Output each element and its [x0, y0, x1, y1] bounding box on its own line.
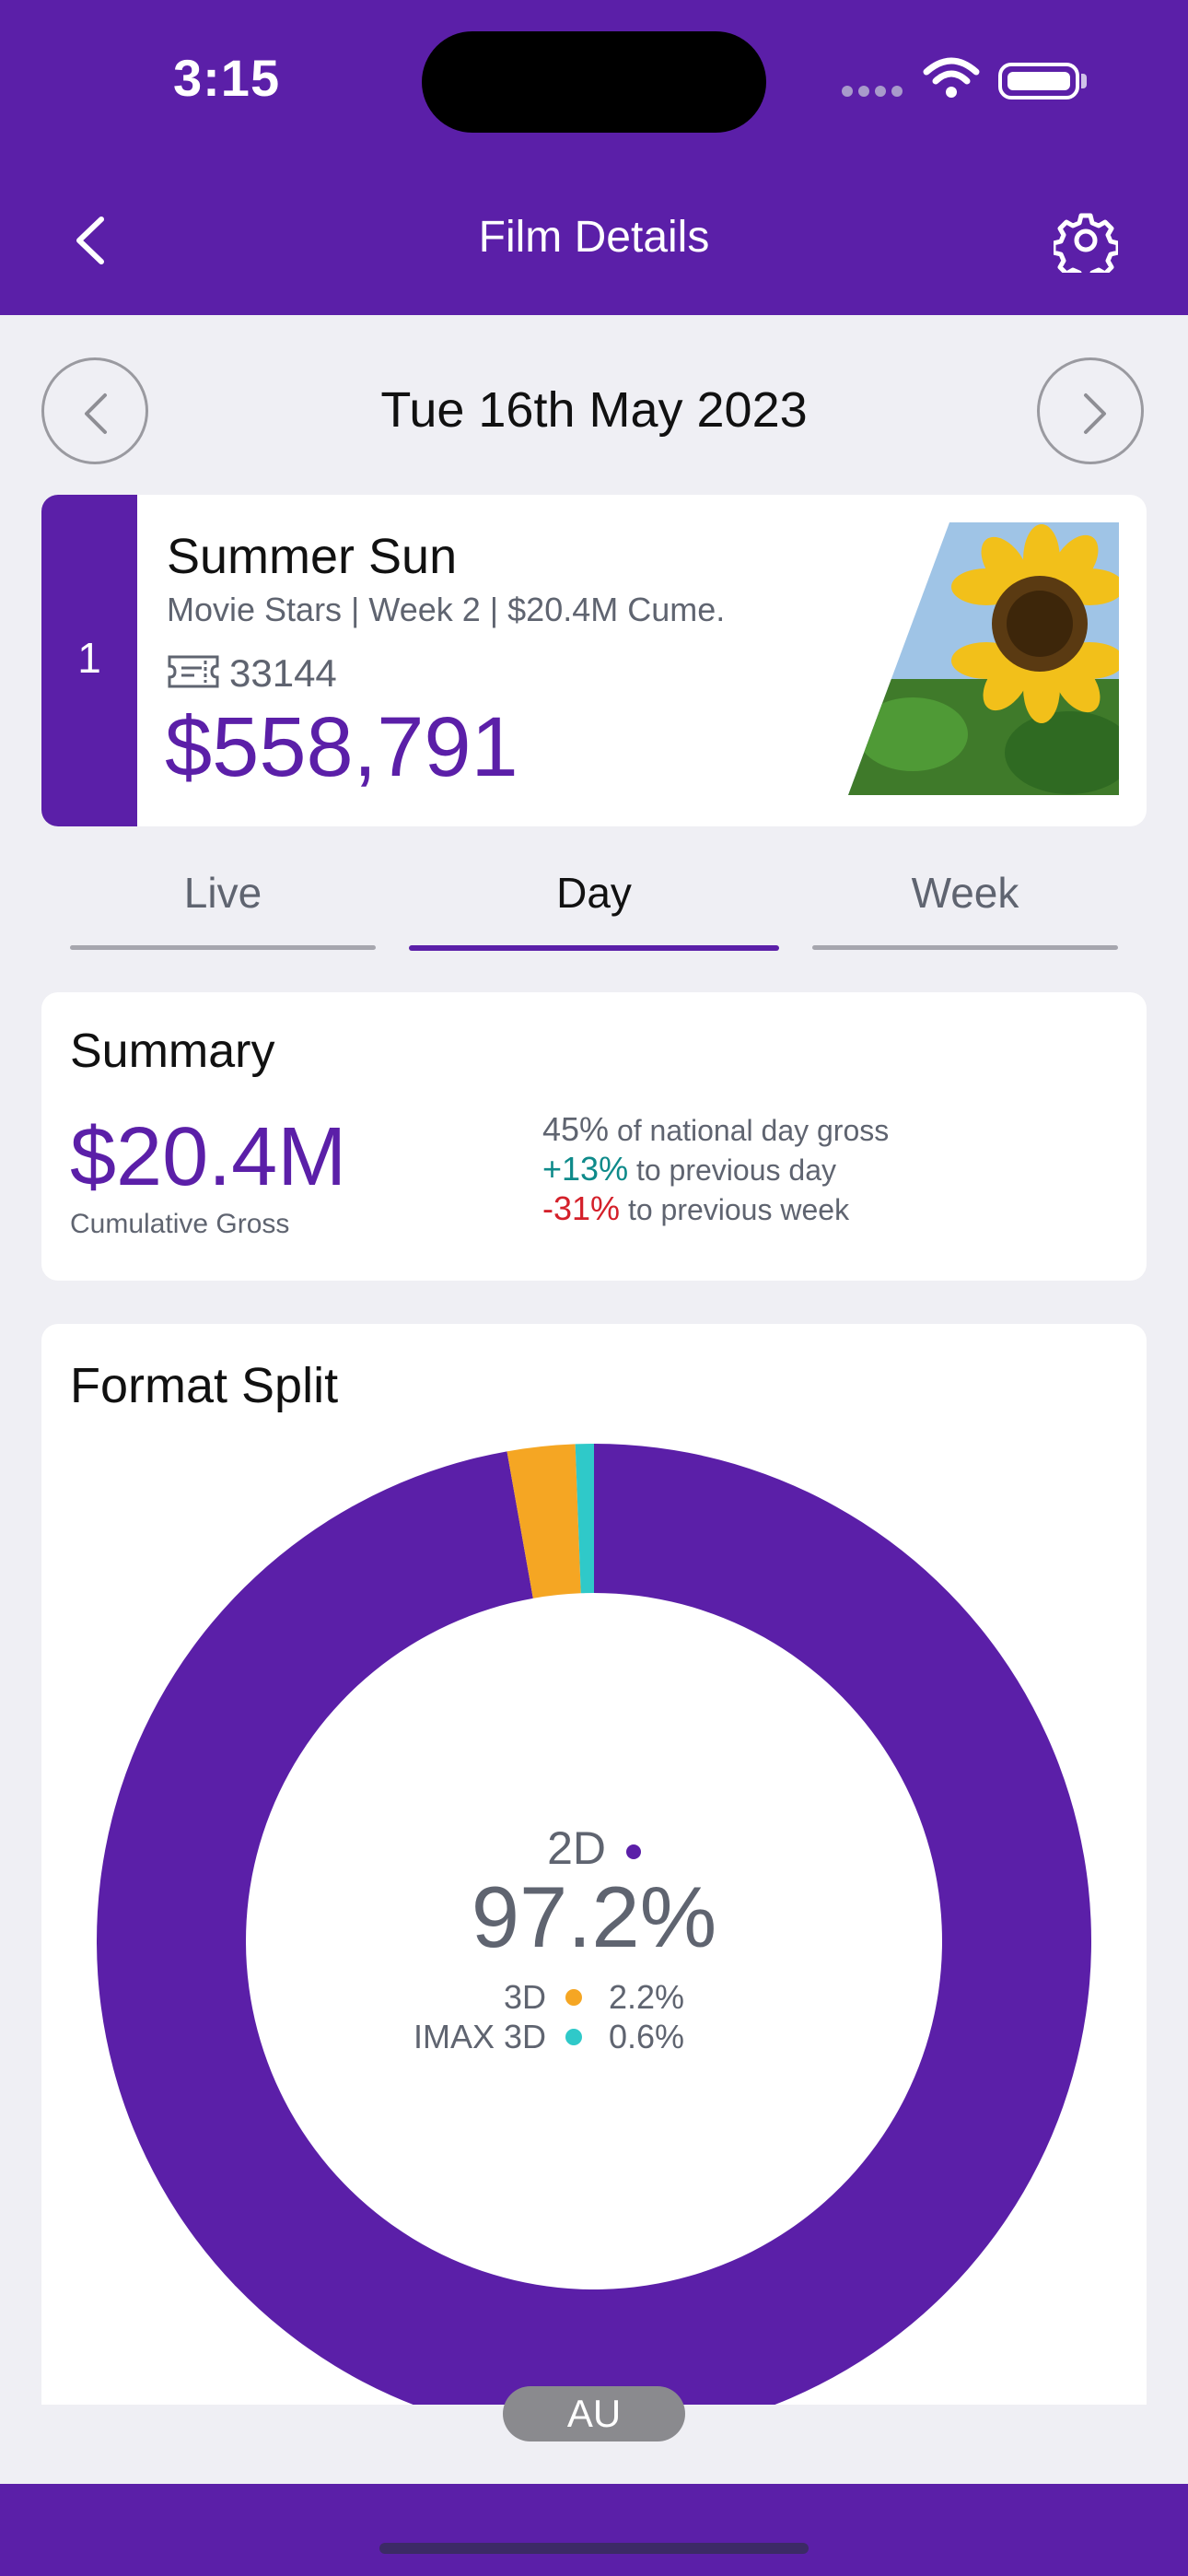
stat-value: +13%: [542, 1150, 629, 1188]
stat-national-share: 45% of national day gross: [542, 1110, 889, 1149]
legend-dot-3d: [565, 1989, 582, 2006]
donut-slice-3d[interactable]: [507, 1444, 581, 1598]
film-poster-image: [848, 522, 1119, 795]
selected-date: Tue 16th May 2023: [380, 382, 808, 438]
tab-live-indicator: [70, 945, 376, 950]
legend-dot-2d: [625, 1844, 641, 1859]
cumulative-gross-value: $20.4M: [70, 1111, 347, 1203]
legend-name: IMAX 3D: [413, 2018, 546, 2055]
legend-value: 2.2%: [609, 1978, 685, 2016]
chevron-left-icon: [76, 217, 104, 264]
film-card[interactable]: 1 Summer Sun Movie Stars | Week 2 | $20.…: [41, 495, 1147, 826]
tab-day[interactable]: Day: [556, 869, 632, 917]
stat-previous-week: -31% to previous week: [542, 1189, 849, 1228]
status-time: 3:15: [173, 49, 281, 107]
cumulative-gross-label: Cumulative Gross: [70, 1209, 290, 1239]
legend-value: 0.6%: [609, 2018, 685, 2055]
format-split-title: Format Split: [70, 1358, 339, 1413]
format-split-card: Format Split 2D 97.2% 3D 2.2% IMAX 3D 0.…: [41, 1324, 1147, 2405]
stat-text: of national day gross: [609, 1114, 890, 1147]
donut-slice-imax-3d[interactable]: [575, 1444, 594, 1594]
legend-name: 3D: [503, 1978, 546, 2016]
film-meta: Movie Stars | Week 2 | $20.4M Cume.: [167, 591, 726, 628]
summary-title: Summary: [70, 1025, 275, 1078]
previous-day-button[interactable]: [41, 357, 148, 464]
rank-bar: [41, 495, 137, 826]
ticket-icon: [167, 653, 220, 690]
film-rank: 1: [77, 634, 101, 682]
page-title: Film Details: [478, 213, 710, 262]
region-pill[interactable]: AU: [503, 2386, 685, 2441]
film-title: Summer Sun: [167, 529, 458, 584]
donut-center-label: 2D: [41, 1821, 1147, 1875]
admissions-count: 33144: [229, 651, 337, 695]
summary-card: Summary $20.4M Cumulative Gross 45% of n…: [41, 992, 1147, 1281]
tab-live[interactable]: Live: [183, 869, 262, 917]
next-day-button[interactable]: [1037, 357, 1144, 464]
bottom-bar: [0, 2484, 1188, 2576]
chevron-right-icon: [1084, 393, 1106, 434]
home-indicator[interactable]: [379, 2543, 809, 2554]
stat-value: -31%: [542, 1189, 621, 1227]
cellular-signal-icon: [842, 85, 908, 100]
format-donut-chart[interactable]: [97, 1444, 1091, 2405]
tab-week-indicator: [812, 945, 1118, 950]
battery-cap: [1081, 74, 1087, 88]
dynamic-island: [422, 31, 766, 133]
stat-text: to previous day: [628, 1153, 836, 1187]
stat-previous-day: +13% to previous day: [542, 1150, 836, 1188]
settings-button[interactable]: [1051, 208, 1121, 283]
chevron-left-icon: [85, 393, 107, 434]
stat-text: to previous week: [620, 1193, 850, 1226]
back-button[interactable]: [64, 208, 120, 273]
stat-value: 45%: [542, 1110, 610, 1148]
donut-center-value: 97.2%: [471, 1868, 717, 1965]
legend-row-imax-3d: IMAX 3D 0.6%: [41, 2018, 1147, 2058]
donut-center-format: 2D: [547, 1822, 606, 1874]
legend-dot-imax-3d: [565, 2029, 582, 2045]
tab-day-indicator: [409, 945, 779, 951]
legend-row-3d: 3D 2.2%: [41, 1978, 1147, 2019]
film-gross: $558,791: [165, 700, 518, 794]
battery-icon: [998, 63, 1079, 100]
wifi-icon: [923, 57, 980, 100]
donut-slice-2d[interactable]: [97, 1444, 1091, 2405]
gear-icon: [1051, 213, 1121, 283]
tab-week[interactable]: Week: [911, 869, 1019, 917]
